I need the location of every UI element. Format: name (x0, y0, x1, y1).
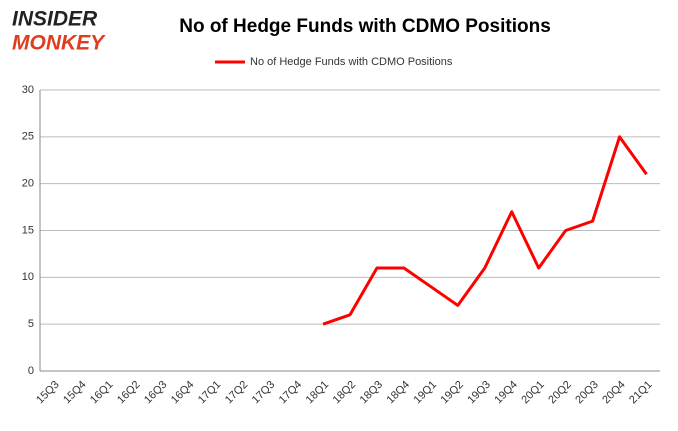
x-tick-label: 17Q1 (196, 379, 224, 407)
x-tick-label: 16Q1 (88, 379, 116, 407)
x-tick-label: 15Q3 (34, 379, 62, 407)
x-tick-label: 16Q3 (142, 379, 170, 407)
logo-line1: INSIDER (12, 8, 98, 31)
y-tick-label: 5 (28, 318, 34, 330)
x-tick-label: 17Q4 (277, 379, 305, 407)
x-tick-label: 18Q2 (331, 379, 359, 407)
y-tick-label: 10 (22, 271, 34, 283)
x-tick-label: 21Q1 (627, 379, 655, 407)
chart-title: No of Hedge Funds with CDMO Positions (179, 16, 551, 37)
x-tick-label: 20Q3 (573, 379, 601, 407)
x-tick-label: 20Q2 (546, 379, 574, 407)
x-tick-label: 17Q2 (223, 379, 251, 407)
x-tick-label: 18Q3 (358, 379, 386, 407)
y-tick-label: 15 (22, 224, 34, 236)
x-tick-label: 15Q4 (61, 379, 89, 407)
y-tick-label: 30 (22, 84, 34, 96)
x-tick-label: 19Q3 (465, 379, 493, 407)
x-tick-label: 18Q4 (385, 379, 413, 407)
x-tick-label: 17Q3 (250, 379, 278, 407)
y-tick-label: 20 (22, 178, 34, 190)
x-tick-label: 20Q1 (519, 379, 547, 407)
x-tick-label: 18Q1 (304, 379, 332, 407)
x-tick-label: 20Q4 (600, 379, 628, 407)
logo-line2: MONKEY (12, 32, 106, 55)
line-series (322, 135, 648, 326)
x-tick-label: 16Q4 (169, 379, 197, 407)
x-tick-label: 19Q4 (492, 379, 520, 407)
x-tick-label: 16Q2 (115, 379, 143, 407)
x-tick-label: 19Q2 (438, 379, 466, 407)
legend-label: No of Hedge Funds with CDMO Positions (250, 56, 453, 68)
y-tick-label: 0 (28, 365, 34, 377)
y-tick-label: 25 (22, 131, 34, 143)
x-tick-label: 19Q1 (412, 379, 440, 407)
